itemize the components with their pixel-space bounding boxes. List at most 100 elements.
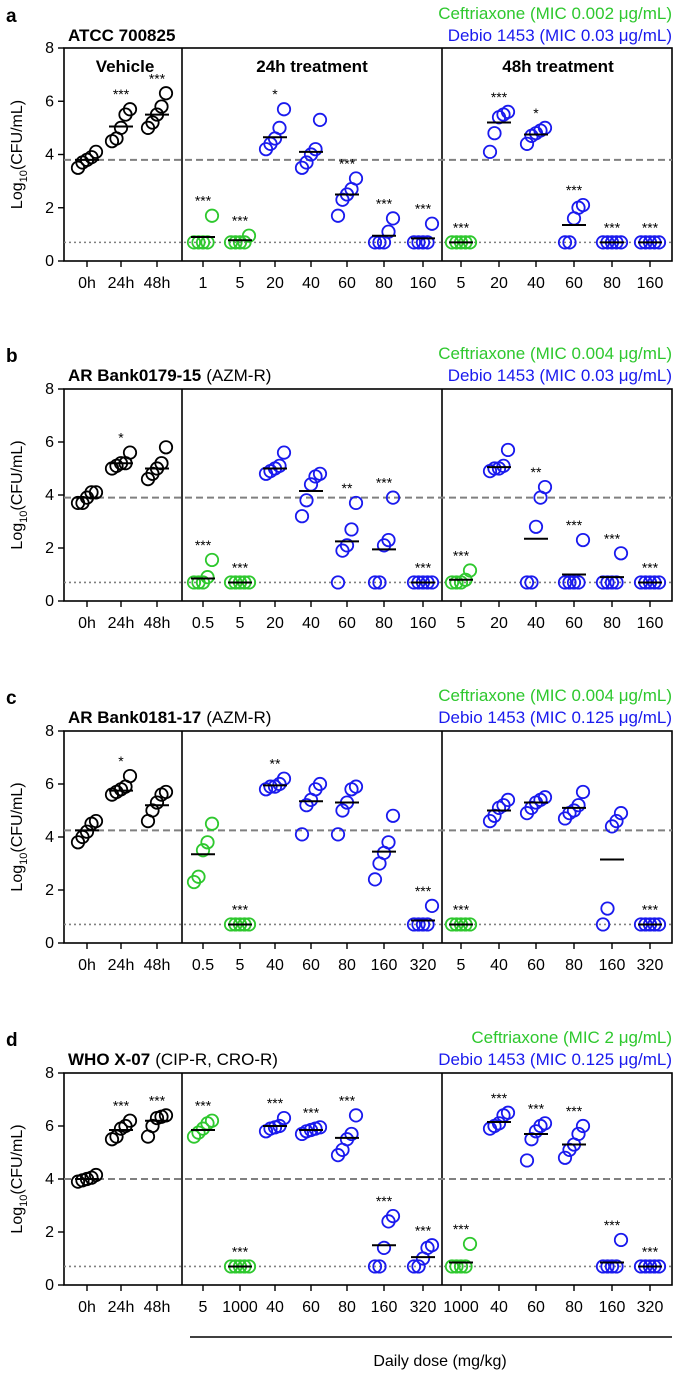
data-point xyxy=(385,1209,401,1224)
strain-title: WHO X-07 (CIP-R, CRO-R) xyxy=(68,1050,278,1069)
y-tick-label: 4 xyxy=(45,1171,54,1188)
x-tick-label: 5 xyxy=(236,275,245,292)
data-point xyxy=(500,1105,516,1120)
data-point xyxy=(88,144,104,159)
significance-label: *** xyxy=(113,1098,130,1114)
data-point xyxy=(344,522,359,537)
data-point xyxy=(204,816,220,831)
significance-label: *** xyxy=(149,70,166,86)
data-point xyxy=(312,776,328,792)
strain-title: AR Bank0181-17 (AZM-R) xyxy=(68,708,271,727)
data-point xyxy=(276,445,292,460)
data-point xyxy=(367,872,383,887)
significance-label: *** xyxy=(642,1243,659,1259)
data-point xyxy=(348,1108,364,1123)
x-tick-label: 80 xyxy=(603,615,621,632)
significance-label: *** xyxy=(566,517,583,533)
data-point xyxy=(528,519,544,534)
y-tick-label: 4 xyxy=(45,487,54,504)
data-point xyxy=(462,1236,478,1252)
x-tick-label: 5 xyxy=(457,957,466,974)
data-point xyxy=(122,768,138,784)
data-point xyxy=(609,813,624,829)
x-tick-label: 0h xyxy=(78,615,96,632)
data-point xyxy=(204,552,220,568)
data-point xyxy=(571,1126,586,1142)
data-point xyxy=(491,1116,507,1131)
y-tick-label: 2 xyxy=(45,882,54,899)
x-tick-label: 40 xyxy=(302,275,320,292)
y-tick-label: 8 xyxy=(45,40,54,57)
legend-debio: Debio 1453 (MIC 0.125 μg/mL) xyxy=(438,708,672,727)
data-point xyxy=(381,532,396,548)
data-point xyxy=(223,235,239,250)
x-tick-label: 24h xyxy=(108,615,135,632)
significance-label: *** xyxy=(491,89,508,105)
panel-letter: c xyxy=(6,688,17,709)
data-point xyxy=(609,1259,624,1274)
data-point xyxy=(500,792,516,808)
significance-label: *** xyxy=(232,559,249,575)
y-tick-label: 8 xyxy=(45,381,54,398)
y-tick-label: 8 xyxy=(45,723,54,740)
y-tick-label: 6 xyxy=(45,93,54,110)
significance-label: *** xyxy=(232,1243,249,1259)
x-tick-label: 320 xyxy=(637,957,664,974)
x-tick-label: 80 xyxy=(565,957,583,974)
data-point xyxy=(330,575,346,590)
significance-label: *** xyxy=(415,559,432,575)
data-point xyxy=(200,570,215,585)
data-point xyxy=(149,795,165,810)
y-tick-label: 0 xyxy=(45,1277,54,1294)
x-tick-label: 0h xyxy=(78,1299,96,1316)
data-point xyxy=(299,155,314,170)
x-tick-label: 80 xyxy=(338,1299,356,1316)
legend-ceftriaxone: Ceftriaxone (MIC 0.004 μg/mL) xyxy=(438,344,672,363)
data-point xyxy=(88,813,104,829)
x-tick-label: 60 xyxy=(565,615,583,632)
data-point xyxy=(204,1113,220,1128)
data-point xyxy=(406,917,422,932)
data-point xyxy=(367,575,383,590)
x-tick-label: 60 xyxy=(527,1299,545,1316)
data-point xyxy=(600,1259,615,1274)
data-point xyxy=(487,461,502,476)
significance-label: *** xyxy=(232,901,249,917)
significance-label: *** xyxy=(415,1222,432,1238)
data-point xyxy=(344,1126,359,1142)
data-point xyxy=(272,120,287,135)
data-point xyxy=(575,197,591,213)
significance-label: *** xyxy=(376,475,393,491)
legend-debio: Debio 1453 (MIC 0.125 μg/mL) xyxy=(438,1050,672,1069)
data-point xyxy=(613,806,629,821)
data-point xyxy=(571,798,586,813)
data-point xyxy=(411,1259,426,1274)
x-tick-label: 48h xyxy=(144,615,171,632)
panel-b: b Ceftriaxone (MIC 0.004 μg/mL) Debio 1453… xyxy=(6,344,673,632)
y-axis-label: Log10(CFU/mL) xyxy=(9,782,30,891)
data-point xyxy=(496,458,511,473)
data-point xyxy=(613,1232,629,1248)
data-point xyxy=(191,869,206,884)
significance-label: *** xyxy=(195,537,212,553)
data-point xyxy=(562,575,577,590)
data-point xyxy=(537,479,553,495)
y-axis-label-part: (CFU/mL) xyxy=(9,782,26,852)
significance-label: *** xyxy=(339,1092,356,1108)
significance-label: *** xyxy=(528,1100,545,1116)
x-tick-label: 60 xyxy=(565,275,583,292)
legend-ceftriaxone: Ceftriaxone (MIC 0.002 μg/mL) xyxy=(438,4,672,23)
strain-name: AR Bank0179-15 xyxy=(68,366,201,385)
data-point xyxy=(415,917,431,932)
y-tick-label: 0 xyxy=(45,253,54,270)
panel-letter: b xyxy=(6,346,18,367)
x-tick-label: 80 xyxy=(603,275,621,292)
x-tick-label: 5 xyxy=(457,615,466,632)
significance-label: *** xyxy=(195,193,212,209)
data-point xyxy=(376,1240,392,1256)
data-point xyxy=(595,1259,611,1274)
data-point xyxy=(113,120,129,135)
x-tick-label: 40 xyxy=(527,615,545,632)
y-axis-label-part: Log xyxy=(9,1207,26,1234)
panel-letter: a xyxy=(6,6,17,27)
